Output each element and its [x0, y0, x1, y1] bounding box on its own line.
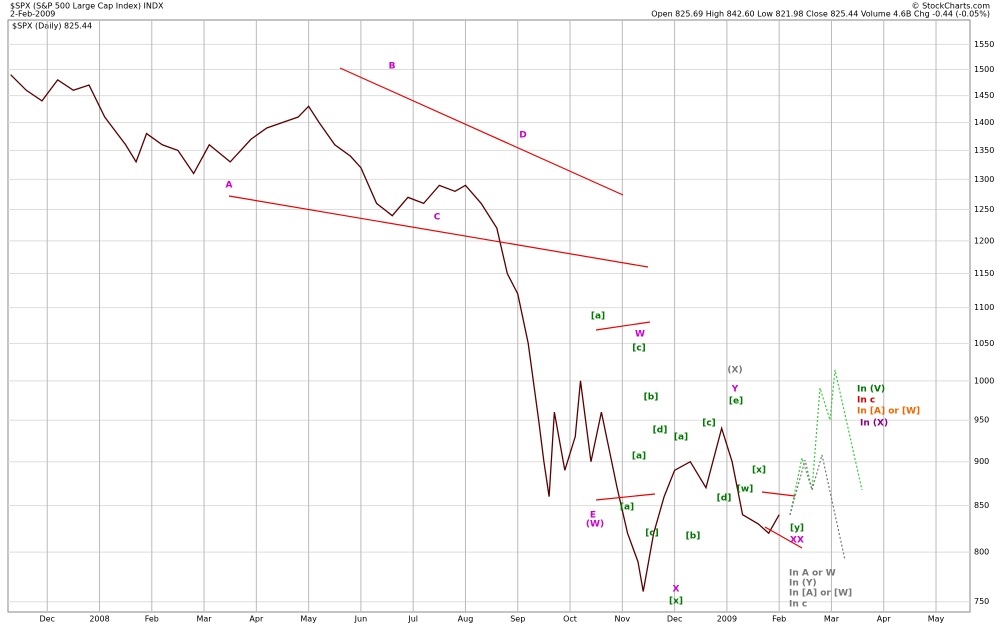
wave-label: [d]	[717, 494, 732, 504]
chart-title: $SPX (S&P 500 Large Cap Index) INDX	[10, 2, 164, 11]
x-tick-label: Mar	[197, 615, 213, 624]
y-tick-label: 750	[974, 597, 989, 606]
wave-label: [a]	[591, 312, 605, 322]
wave-label: In (Y)	[789, 579, 817, 589]
wave-label: E	[590, 511, 596, 521]
wave-label: [a]	[620, 503, 634, 513]
x-tick-label: Feb	[145, 615, 159, 624]
y-tick-label: 1150	[974, 269, 994, 278]
trend-line	[339, 67, 624, 196]
wave-label: [b]	[644, 393, 659, 403]
wave-label: In c	[857, 396, 875, 406]
y-tick-label: 1000	[974, 376, 994, 385]
wave-label: D	[519, 131, 526, 141]
x-tick-label: Nov	[615, 615, 631, 624]
x-tick-label: Feb	[772, 615, 786, 624]
wave-label: [c]	[645, 529, 659, 539]
y-tick-label: 1350	[974, 146, 994, 155]
price-line	[10, 74, 780, 592]
plot-area	[7, 19, 971, 613]
watermark: © StockCharts.com	[912, 2, 991, 11]
trend-line	[228, 195, 649, 268]
projection-line	[789, 454, 846, 561]
chart-subtitle: 2-Feb-2009	[10, 10, 55, 19]
wave-label: In A or W	[789, 569, 836, 579]
wave-label: [w]	[737, 485, 754, 495]
y-tick-label: 1400	[974, 118, 994, 127]
y-tick-label: 950	[974, 416, 989, 425]
x-tick-label: Jul	[407, 615, 418, 624]
x-tick-label: Dec	[667, 615, 682, 624]
x-tick-label: 2008	[89, 615, 109, 624]
legend-entry: $SPX (Daily) 825.44	[12, 22, 92, 31]
x-tick-label: Mar	[824, 615, 840, 624]
x-tick-label: May	[300, 615, 317, 624]
wave-label: [y]	[790, 524, 804, 534]
wave-label: [x]	[669, 597, 683, 607]
x-tick-label: Jun	[354, 615, 368, 624]
wave-label: [c]	[702, 419, 716, 429]
x-tick-label: 2009	[717, 615, 737, 624]
wave-label: (X)	[727, 366, 742, 376]
wave-label: In [A] or [W]	[789, 589, 852, 599]
trend-line	[595, 321, 651, 331]
x-tick-label: Apr	[877, 615, 892, 624]
wave-label: [b]	[686, 532, 701, 542]
wave-label: [a]	[674, 433, 688, 443]
wave-label: In [A] or [W]	[857, 407, 920, 417]
wave-label: W	[635, 330, 645, 340]
wave-label: (W)	[586, 520, 604, 530]
x-tick-label: Aug	[458, 615, 474, 624]
y-tick-label: 1450	[974, 91, 994, 100]
x-tick-label: May	[928, 615, 945, 624]
wave-label: A	[226, 181, 233, 191]
y-tick-label: 900	[974, 457, 989, 466]
wave-label: Y	[731, 385, 739, 395]
y-tick-label: 1550	[974, 40, 994, 49]
marks: 750 800 850 900 950 1000 1050 1100 1150 1200 1250 1…	[8, 20, 994, 624]
x-tick-label: Dec	[39, 615, 54, 624]
wave-label: [d]	[653, 426, 668, 436]
wave-label: [x]	[752, 466, 766, 476]
y-tick-label: 1200	[974, 236, 994, 245]
wave-label: [c]	[632, 344, 646, 354]
x-tick-label: Oct	[563, 615, 577, 624]
quote: Open 825.69 High 842.60 Low 821.98 Close…	[651, 10, 990, 19]
trend-line	[761, 491, 796, 497]
y-tick-label: 1300	[974, 175, 994, 184]
wave-label: B	[389, 62, 396, 72]
y-tick-label: 1250	[974, 205, 994, 214]
wave-label: In c	[789, 600, 807, 610]
trend-line	[595, 493, 656, 501]
y-tick-label: 800	[974, 548, 989, 557]
x-tick-label: Apr	[249, 615, 264, 624]
x-tick-label: Sep	[510, 615, 525, 624]
trend-lines	[228, 67, 863, 561]
wave-label: [a]	[632, 452, 646, 462]
y-tick-label: 1500	[974, 65, 994, 74]
wave-label: XX	[790, 536, 804, 546]
trend-line	[764, 526, 803, 549]
y-tick-label: 850	[974, 501, 989, 510]
projection-line	[789, 369, 863, 516]
wave-label: C	[434, 213, 441, 223]
wave-label: In (X)	[860, 419, 888, 429]
wave-label: [e]	[729, 397, 743, 407]
y-tick-label: 1100	[974, 303, 994, 312]
wave-label: In (V)	[857, 385, 885, 395]
y-tick-label: 1050	[974, 339, 994, 348]
wave-label: X	[673, 585, 680, 595]
